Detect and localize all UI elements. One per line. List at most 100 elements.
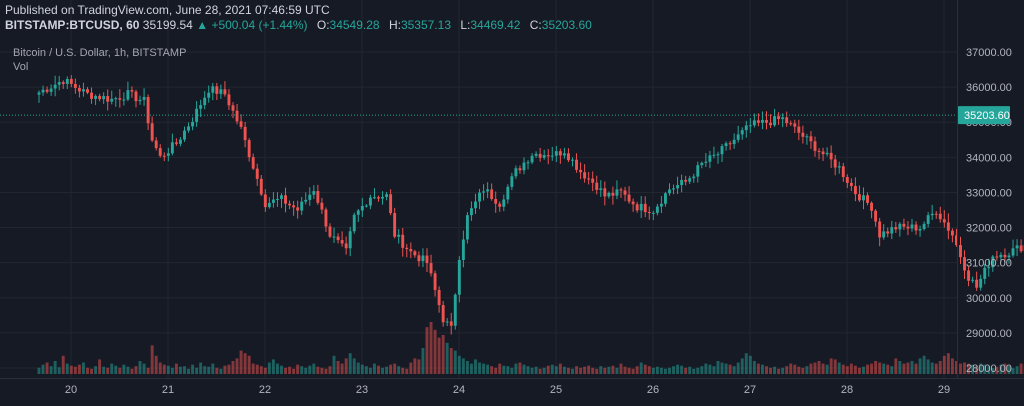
candle-body bbox=[292, 205, 296, 208]
candle-body bbox=[724, 143, 728, 147]
candle-body bbox=[813, 141, 817, 151]
candle-body bbox=[647, 212, 651, 214]
volume-bar bbox=[122, 364, 126, 374]
candle-body bbox=[902, 223, 906, 227]
candle-body bbox=[829, 152, 833, 160]
volume-bar bbox=[114, 365, 118, 374]
candle-body bbox=[930, 213, 934, 216]
candle-body bbox=[348, 231, 352, 249]
candle-body bbox=[65, 78, 69, 84]
candle-body bbox=[81, 89, 85, 92]
volume-bar bbox=[708, 364, 712, 374]
candle-body bbox=[999, 254, 1003, 258]
candle-body bbox=[676, 185, 680, 189]
candle-body bbox=[817, 150, 821, 152]
candle-body bbox=[425, 255, 429, 264]
candle-body bbox=[886, 231, 890, 234]
candle-body bbox=[502, 199, 506, 207]
volume-bar bbox=[348, 353, 352, 374]
candle-body bbox=[833, 159, 837, 168]
volume-bar bbox=[259, 366, 263, 374]
candle-body bbox=[663, 193, 667, 204]
volume-bar bbox=[368, 367, 372, 374]
volume-bar bbox=[611, 365, 615, 374]
volume-bar bbox=[320, 367, 324, 374]
volume-bar bbox=[526, 366, 530, 374]
volume-bar bbox=[643, 364, 647, 374]
candle-body bbox=[732, 139, 736, 145]
volume-bar bbox=[623, 366, 627, 374]
time-tick-label: 20 bbox=[65, 384, 77, 396]
price-axis[interactable]: 37000.0036000.0035000.0034000.0033000.00… bbox=[966, 47, 1012, 375]
candle-body bbox=[635, 204, 639, 211]
volume-bar bbox=[870, 363, 874, 374]
volume-bar bbox=[465, 361, 469, 374]
volume-bar bbox=[223, 365, 227, 374]
close-label: C: bbox=[529, 18, 542, 32]
time-tick-label: 22 bbox=[259, 384, 271, 396]
volume-bar bbox=[995, 366, 999, 374]
candle-body bbox=[987, 267, 991, 269]
candle-body bbox=[655, 206, 659, 213]
candle-body bbox=[482, 191, 486, 193]
volume-bar bbox=[81, 362, 85, 374]
candle-body bbox=[898, 223, 902, 230]
candle-body bbox=[781, 117, 785, 120]
candle-body bbox=[651, 212, 655, 214]
time-axis[interactable]: 20 21 22 23 24 25 26 27 28 29 bbox=[65, 384, 950, 396]
volume-bar bbox=[898, 361, 902, 374]
candle-body bbox=[971, 279, 975, 281]
candle-body bbox=[336, 236, 340, 241]
series-title[interactable]: Bitcoin / U.S. Dollar, 1h, BITSTAMP bbox=[13, 47, 187, 59]
candle-body bbox=[102, 96, 106, 100]
candle-body bbox=[486, 189, 490, 192]
volume-bar bbox=[429, 322, 433, 374]
volume-bar bbox=[332, 355, 336, 374]
candle-body bbox=[688, 178, 692, 182]
volume-bar bbox=[562, 366, 566, 374]
candle-body bbox=[542, 155, 546, 158]
time-tick-label: 28 bbox=[841, 384, 853, 396]
candle-body bbox=[445, 321, 449, 323]
volume-bar bbox=[938, 361, 942, 374]
volume-bar bbox=[963, 362, 966, 374]
volume-bar bbox=[118, 367, 122, 374]
candle-body bbox=[845, 177, 849, 183]
volume-bar bbox=[922, 355, 926, 374]
volume-bar bbox=[639, 362, 643, 374]
candle-body bbox=[809, 136, 813, 142]
candle-body bbox=[752, 120, 756, 126]
candle-body bbox=[255, 168, 259, 179]
volume-bar bbox=[239, 350, 243, 374]
volume-bar bbox=[777, 368, 781, 374]
volume-bar bbox=[829, 358, 833, 374]
candle-body bbox=[1003, 254, 1007, 258]
volume-label[interactable]: Vol bbox=[13, 61, 29, 73]
price-tick-label: 28000.00 bbox=[966, 363, 1012, 375]
volume-bar bbox=[308, 365, 312, 374]
candle-body bbox=[514, 168, 518, 177]
volume-bar bbox=[720, 362, 724, 374]
volume-bar bbox=[910, 361, 914, 374]
volume-bar bbox=[45, 362, 49, 374]
candle-body bbox=[554, 151, 558, 156]
candle-body bbox=[170, 142, 174, 154]
volume-bar bbox=[740, 358, 744, 374]
candle-body bbox=[138, 99, 142, 102]
volume-bar bbox=[603, 367, 607, 374]
price-change: +500.04 (+1.44%) bbox=[211, 18, 308, 32]
candle-body bbox=[401, 234, 405, 248]
candle-body bbox=[619, 189, 623, 191]
candle-body bbox=[251, 157, 255, 169]
volume-bar bbox=[801, 367, 805, 374]
volume-bar bbox=[344, 358, 348, 374]
candle-body bbox=[765, 120, 768, 123]
candle-body bbox=[465, 215, 469, 240]
volume-bar bbox=[571, 368, 574, 374]
candle-body bbox=[684, 179, 688, 182]
volume-bar bbox=[364, 366, 368, 374]
volume-bar bbox=[494, 367, 498, 374]
symbol-label[interactable]: BITSTAMP:BTCUSD, 60 bbox=[5, 18, 140, 32]
volume-bar bbox=[849, 363, 853, 374]
